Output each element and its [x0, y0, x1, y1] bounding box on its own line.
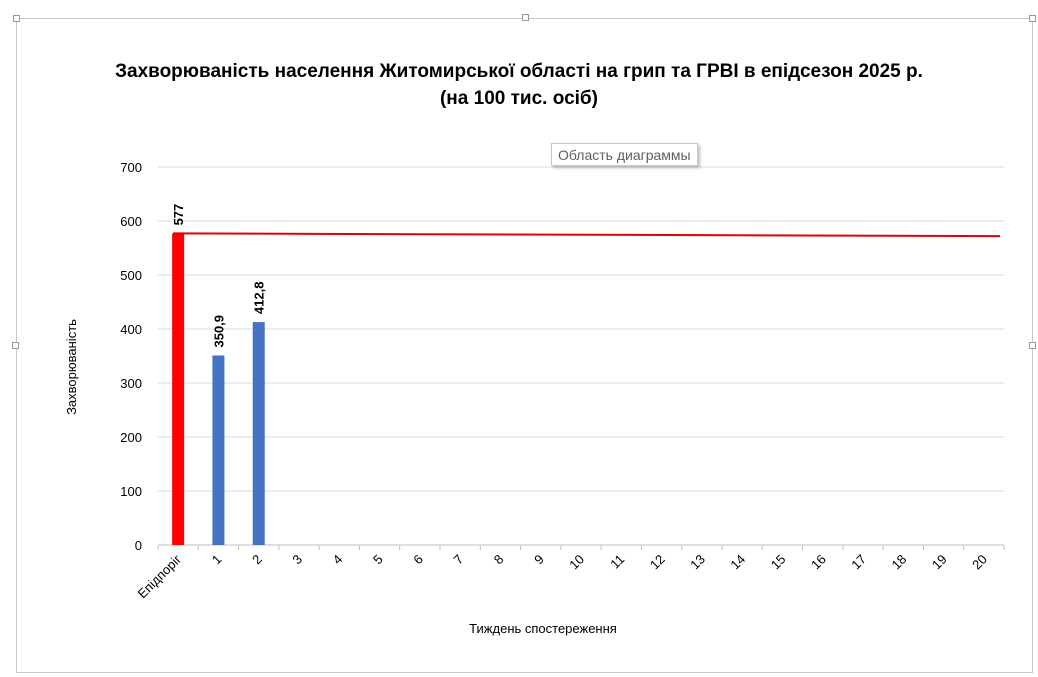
x-tick-label: 16: [808, 552, 829, 573]
x-tick-label: 11: [607, 552, 627, 572]
y-tick-label: 500: [120, 268, 142, 283]
data-labels: 577 350,9 412,8: [171, 204, 267, 348]
resize-handle-top-right[interactable]: [1029, 15, 1036, 22]
x-tick-label: 4: [330, 552, 346, 568]
chart-area[interactable]: [16, 18, 1033, 673]
chart-title: Захворюваність населення Житомирської об…: [0, 58, 1038, 112]
y-axis-ticks: 0 100 200 300 400 500 600 700: [120, 160, 142, 553]
y-tick-label: 600: [120, 214, 142, 229]
bar-1: [212, 355, 225, 545]
x-axis-title: Тиждень спостереження: [469, 621, 617, 636]
y-tick-label: 100: [120, 484, 142, 499]
x-tick-label: 15: [768, 552, 789, 573]
x-tick-label: 12: [647, 552, 668, 573]
y-axis-title: Захворюваність: [64, 319, 79, 415]
x-tick-label: 13: [687, 552, 708, 573]
data-label-0: 577: [171, 204, 186, 226]
x-tick-label: 18: [889, 552, 910, 573]
bar-2: [252, 322, 265, 545]
x-tick-label: Епідпоріг: [135, 551, 185, 601]
epidemic-threshold-line: [173, 232, 1001, 238]
x-tick-label: 17: [848, 552, 869, 573]
y-tick-label: 400: [120, 322, 142, 337]
gridlines: [158, 166, 1004, 492]
resize-handle-middle-right[interactable]: [1029, 342, 1036, 349]
bar-series: [172, 233, 265, 546]
x-tick-label: 1: [209, 552, 225, 568]
data-label-2: 412,8: [252, 282, 267, 315]
y-tick-label: 300: [120, 376, 142, 391]
y-tick-label: 0: [135, 538, 142, 553]
chart-subtitle: (на 100 тис. осіб): [439, 88, 598, 109]
chart-area-tooltip: Область диаграммы: [551, 143, 698, 166]
x-tick-label: 2: [249, 552, 265, 568]
chart-title-line: Захворюваність населення Житомирської об…: [115, 61, 923, 82]
x-tick-label: 6: [410, 552, 426, 568]
x-tick-label: 5: [370, 552, 386, 568]
threshold-line-series: [173, 232, 1001, 238]
x-tick-label: 19: [929, 552, 950, 573]
resize-handle-middle-left[interactable]: [12, 342, 19, 349]
resize-handle-top-middle[interactable]: [522, 14, 529, 21]
x-tick-label: 8: [491, 552, 507, 568]
y-tick-label: 700: [120, 160, 142, 175]
x-tick-label: 10: [566, 552, 587, 573]
x-tick-label: 20: [969, 552, 990, 573]
resize-handle-top-left[interactable]: [13, 15, 20, 22]
bar-0: [172, 233, 185, 546]
y-tick-label: 200: [120, 430, 142, 445]
data-label-1: 350,9: [211, 315, 226, 348]
x-tick-label: 3: [289, 552, 305, 568]
x-tick-label: 14: [727, 552, 748, 573]
x-tick-label: 9: [531, 552, 547, 568]
x-tick-label: 7: [451, 552, 467, 568]
x-axis: Епідпоріг 1 2 3 4 5 6 7 8 9 10 11 12 13 14 15 16 17 18 19 20: [135, 544, 1005, 601]
